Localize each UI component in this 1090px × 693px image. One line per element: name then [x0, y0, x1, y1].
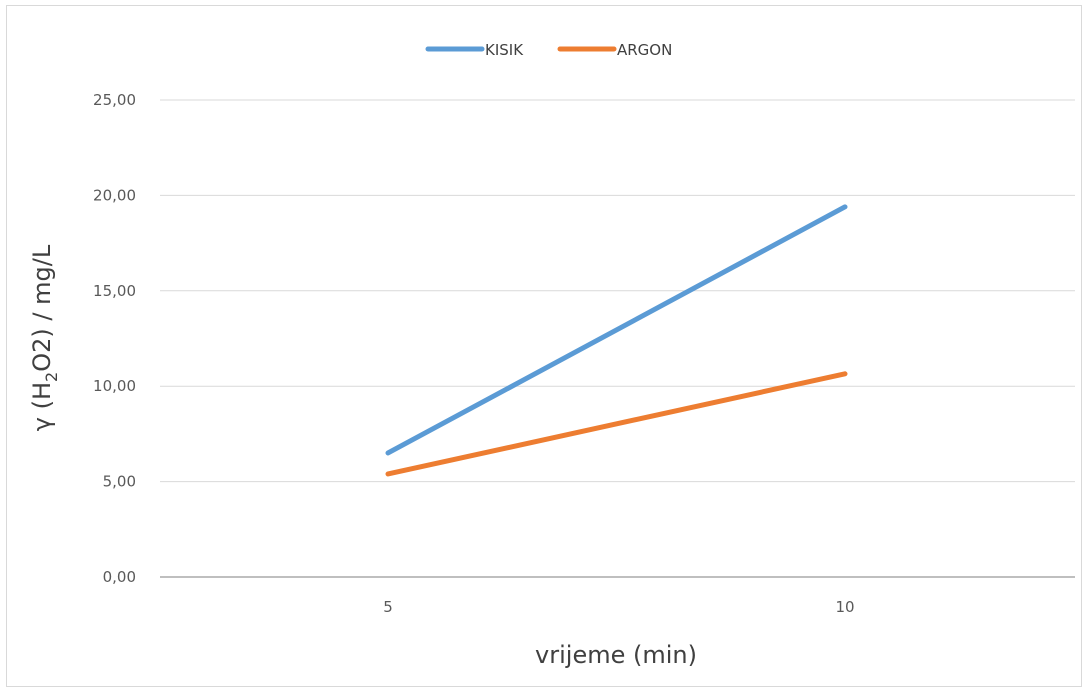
y-tick-label: 15,00	[93, 282, 136, 300]
y-tick-label: 5,00	[103, 473, 136, 491]
gridlines	[160, 99, 1075, 578]
x-axis-ticks: 5 10	[383, 598, 854, 616]
chart-area	[6, 5, 1082, 687]
legend-label-kisik: KISIK	[485, 41, 524, 59]
y-axis-ticks: 0,00 5,00 10,00 15,00 20,00 25,00	[93, 91, 136, 586]
y-tick-label: 25,00	[93, 91, 136, 109]
legend: KISIK ARGON	[425, 41, 672, 59]
y-axis-title: γ (H2O2) / mg/L	[28, 244, 61, 431]
series-line-kisik	[385, 204, 848, 456]
y-tick-label: 10,00	[93, 377, 136, 395]
series-line-argon	[385, 371, 848, 477]
x-tick-label: 10	[835, 598, 854, 616]
series-lines	[385, 204, 848, 477]
y-tick-label: 0,00	[103, 568, 136, 586]
legend-label-argon: ARGON	[617, 41, 672, 59]
y-tick-label: 20,00	[93, 186, 136, 204]
x-tick-label: 5	[383, 598, 393, 616]
x-axis-title: vrijeme (min)	[535, 641, 697, 669]
